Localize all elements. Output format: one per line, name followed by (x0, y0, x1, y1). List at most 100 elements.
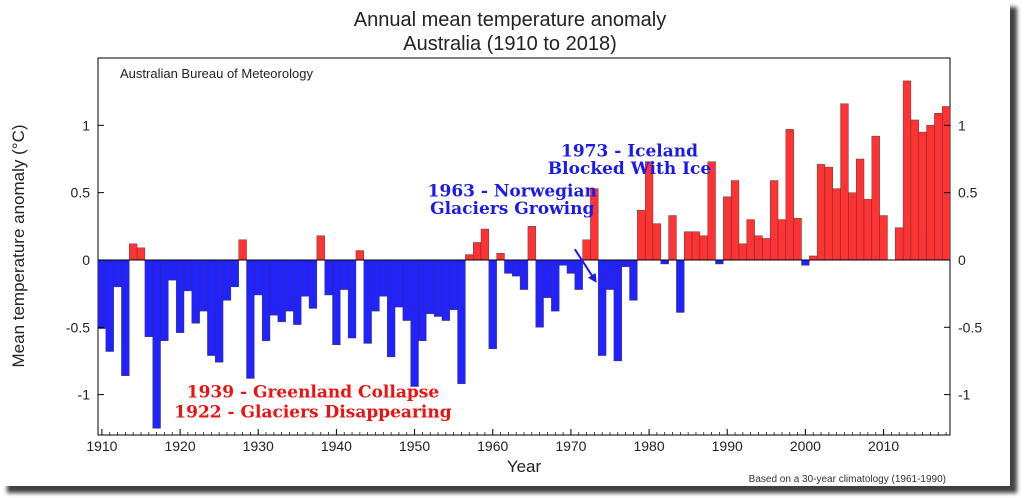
bar-1937 (308, 259, 318, 309)
bar-1997 (777, 219, 787, 261)
bar-1966 (535, 259, 544, 328)
bar-1925 (215, 259, 224, 363)
y-tick-label-right: -1 (958, 387, 971, 403)
x-tick-label: 1920 (164, 438, 195, 454)
bar-1952 (426, 259, 435, 315)
bar-1964 (519, 259, 529, 290)
annotation-text: 1963 - Norwegian (428, 182, 597, 202)
bar-1912 (113, 259, 122, 288)
bar-1922 (191, 259, 200, 324)
bar-1989 (715, 259, 724, 265)
x-tick-label: 2000 (790, 438, 821, 454)
annotation-text: Glaciers Growing (430, 199, 594, 219)
x-tick-label: 1950 (399, 438, 430, 454)
bar-2012 (895, 227, 904, 261)
bar-1949 (402, 259, 411, 321)
bar-1944 (363, 259, 372, 344)
x-tick-label: 1990 (712, 438, 743, 454)
bar-1985 (684, 231, 693, 261)
bar-1960 (488, 259, 497, 350)
bar-1971 (574, 259, 583, 290)
y-tick-label-right: 1 (958, 117, 966, 133)
bar-1970 (566, 259, 576, 274)
bar-2002 (816, 164, 826, 261)
bars-group (97, 80, 951, 429)
x-axis-label: Year (507, 457, 542, 476)
bar-1994 (754, 235, 763, 261)
bar-1921 (183, 259, 192, 292)
bar-1972 (582, 239, 591, 261)
bar-1923 (199, 259, 208, 312)
x-tick-label: 1930 (243, 438, 274, 454)
y-tick-label-right: 0.5 (958, 185, 978, 201)
bar-1919 (168, 259, 177, 281)
x-tick-label: 1980 (633, 438, 664, 454)
y-tick-label-left: 0 (82, 252, 90, 268)
annotation-arrow (573, 248, 593, 276)
y-tick-label-left: -0.5 (66, 319, 90, 335)
bar-1934 (285, 259, 294, 312)
bar-1974 (598, 259, 607, 356)
bar-1926 (222, 259, 232, 301)
bar-1987 (699, 235, 708, 261)
bar-1927 (230, 259, 239, 288)
bar-1993 (746, 219, 755, 261)
bar-1975 (605, 259, 615, 290)
bar-1981 (652, 223, 661, 261)
temperature-anomaly-chart: Annual mean temperature anomaly Australi… (9, 9, 982, 485)
bar-1938 (316, 235, 325, 261)
bar-1916 (144, 259, 153, 337)
bar-1967 (543, 259, 552, 298)
bar-2017 (934, 112, 943, 261)
x-tick-label: 1910 (86, 438, 117, 454)
bar-1951 (418, 259, 427, 341)
bar-1948 (394, 259, 404, 308)
x-tick-label: 1960 (477, 438, 508, 454)
bar-1953 (433, 259, 443, 317)
annotation-text: 1922 - Glaciers Disappearing (174, 402, 451, 422)
bar-1942 (347, 259, 357, 339)
bar-1954 (441, 259, 450, 321)
bar-1983 (668, 215, 677, 261)
bar-2005 (840, 103, 849, 261)
bar-2007 (856, 158, 865, 261)
bar-1943 (355, 250, 364, 261)
bar-1986 (691, 231, 701, 261)
bar-1999 (793, 218, 802, 261)
bar-1910 (97, 259, 107, 329)
bar-1928 (238, 239, 247, 261)
bar-1931 (261, 259, 271, 341)
bar-1918 (160, 259, 169, 341)
x-axis: 1910 1920 1930 1940 1950 1960 1970 1980 1990 2000… (86, 429, 947, 454)
x-tick-label: 1940 (321, 438, 352, 454)
bar-1947 (387, 259, 396, 358)
y-axis-label: Mean temperature anomaly (°C) (9, 124, 28, 367)
bar-1963 (512, 259, 521, 277)
bar-1917 (152, 259, 161, 429)
y-tick-label-left: 0.5 (71, 185, 91, 201)
bar-2008 (863, 199, 873, 261)
bar-2004 (832, 188, 841, 261)
x-tick-label: 1970 (555, 438, 586, 454)
bar-1965 (527, 226, 536, 261)
bar-2006 (848, 192, 857, 261)
x-tick-label: 2010 (868, 438, 899, 454)
bar-1979 (637, 209, 646, 261)
climatology-footnote: Based on a 30-year climatology (1961-199… (749, 474, 946, 485)
chart-frame: Annual mean temperature anomaly Australi… (9, 9, 983, 485)
bar-1932 (269, 259, 278, 316)
bar-1913 (121, 259, 130, 376)
bar-1992 (738, 243, 747, 261)
bar-1957 (465, 254, 474, 261)
chart-title-line2: Australia (1910 to 2018) (403, 33, 616, 55)
bar-1924 (207, 259, 216, 356)
annotation-text: Blocked With Ice (548, 159, 712, 179)
bar-1920 (175, 259, 185, 333)
bar-1990 (723, 196, 732, 261)
bar-1984 (676, 259, 685, 313)
bar-1958 (472, 242, 482, 261)
annotation-text: 1939 - Greenland Collapse (187, 382, 440, 402)
y-tick-label-right: -0.5 (958, 319, 982, 335)
bar-2009 (871, 135, 880, 261)
